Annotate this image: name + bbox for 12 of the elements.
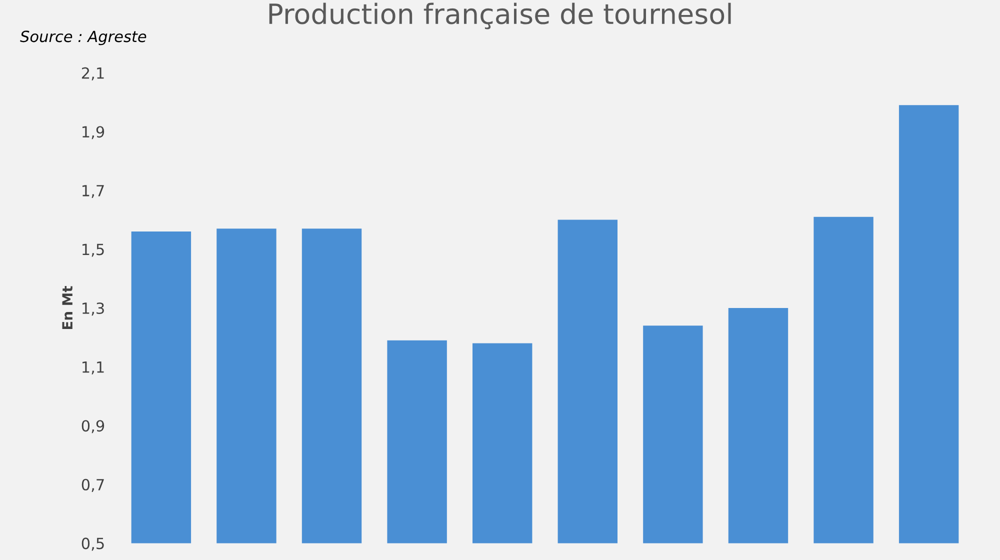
y-tick-label: 0,9 [82,420,104,434]
source-note: Source : Agreste [20,30,146,46]
y-tick-label: 1,5 [82,244,104,257]
y-tick-label: 1,9 [82,126,104,140]
y-tick-label: 0,5 [82,538,104,551]
y-tick-label: 0,7 [82,478,104,492]
y-tick-label: 2,1 [82,67,104,80]
y-tick-label: 1,1 [82,361,104,374]
y-axis-title: En Mt [62,286,72,330]
y-tick-label: 1,3 [82,302,104,316]
chart-title: Production française de tournesol [269,2,731,30]
y-tick-label: 1,7 [82,185,104,198]
